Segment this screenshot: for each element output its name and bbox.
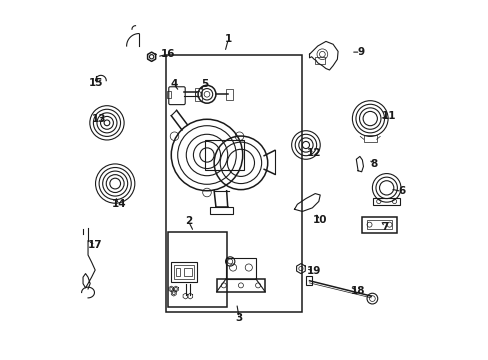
- Text: 5: 5: [201, 79, 208, 89]
- Text: 2: 2: [184, 216, 192, 226]
- Text: 4: 4: [170, 79, 177, 89]
- Text: 9: 9: [356, 47, 364, 57]
- Bar: [167, 232, 226, 307]
- Text: 18: 18: [350, 287, 365, 296]
- Text: 11: 11: [381, 111, 396, 121]
- Bar: [225, 258, 255, 279]
- Text: 8: 8: [369, 159, 377, 169]
- Bar: [176, 268, 180, 276]
- Text: 10: 10: [312, 215, 327, 225]
- Bar: [209, 207, 233, 214]
- Text: 15: 15: [89, 78, 103, 88]
- Text: 19: 19: [306, 266, 321, 276]
- Bar: [363, 135, 376, 142]
- Text: 7: 7: [380, 222, 387, 232]
- Bar: [205, 140, 244, 170]
- Bar: [166, 91, 171, 98]
- Bar: [372, 198, 400, 205]
- Bar: [305, 276, 312, 285]
- Bar: [173, 265, 194, 279]
- Bar: [315, 58, 325, 64]
- Bar: [195, 88, 201, 101]
- Bar: [362, 217, 396, 233]
- Bar: [165, 55, 301, 312]
- Text: 17: 17: [88, 240, 102, 250]
- Text: 1: 1: [224, 34, 232, 44]
- Text: 12: 12: [306, 148, 321, 158]
- Text: 6: 6: [397, 186, 405, 197]
- Text: 13: 13: [91, 113, 106, 123]
- Bar: [226, 89, 233, 100]
- Bar: [171, 262, 197, 282]
- Text: 3: 3: [235, 312, 242, 323]
- Bar: [183, 268, 191, 276]
- Text: 16: 16: [160, 49, 175, 59]
- Text: 14: 14: [111, 199, 126, 209]
- Bar: [366, 220, 391, 229]
- Bar: [216, 279, 264, 292]
